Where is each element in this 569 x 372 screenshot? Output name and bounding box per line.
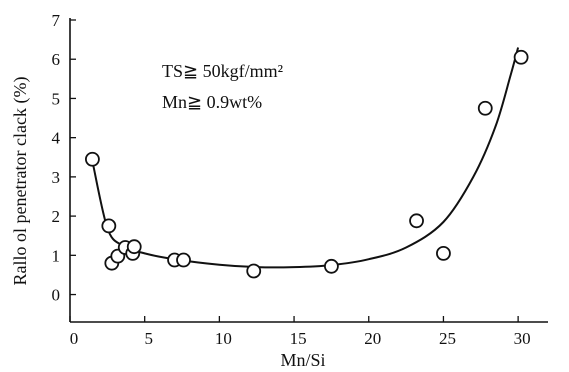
data-point [477, 100, 493, 116]
x-tick-label: 15 [290, 329, 307, 348]
y-tick-label: 7 [52, 11, 61, 30]
data-point [513, 49, 529, 65]
data-point [324, 258, 339, 274]
x-tick-label: 5 [144, 329, 153, 348]
data-points [85, 49, 529, 279]
data-point [246, 263, 262, 279]
y-axis-label: Rallo ol penetrator clack (%) [10, 77, 31, 286]
trend-curve [91, 47, 520, 269]
x-axis-label: Mn/Si [280, 350, 325, 370]
ticks [69, 19, 519, 322]
annotation-tensile-strength: TS≧ 50kgf/mm² [162, 61, 283, 81]
data-point [409, 213, 424, 229]
x-tick-label: 20 [364, 329, 381, 348]
x-tick-label: 30 [514, 329, 531, 348]
axes [69, 18, 548, 323]
data-point [436, 245, 451, 261]
y-tick-label: 1 [52, 246, 61, 265]
data-point [85, 151, 100, 167]
y-tick-label: 0 [52, 286, 61, 305]
x-tick-label: 25 [439, 329, 456, 348]
data-point [101, 218, 117, 234]
y-tick-label: 5 [52, 89, 61, 108]
tick-labels: 0 5 10 15 20 25 30 0 1 2 3 4 5 6 7 [52, 11, 531, 348]
x-tick-label: 0 [70, 329, 79, 348]
y-tick-label: 3 [52, 168, 61, 187]
annotation-manganese: Mn≧ 0.9wt% [162, 92, 262, 112]
y-tick-label: 4 [52, 129, 61, 148]
data-point [176, 252, 191, 268]
y-tick-label: 2 [52, 207, 61, 226]
data-point [126, 239, 142, 255]
y-tick-label: 6 [52, 50, 61, 69]
x-tick-label: 10 [215, 329, 232, 348]
